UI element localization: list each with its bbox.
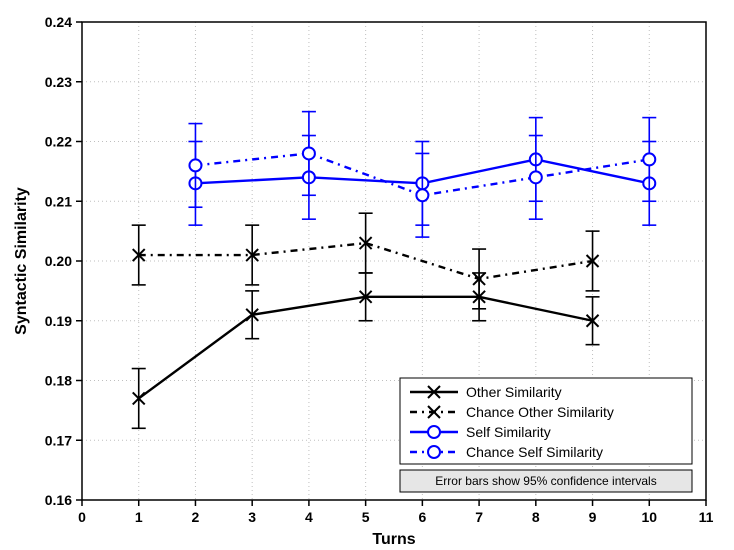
x-tick-label: 0 xyxy=(78,509,86,525)
y-axis-label: Syntactic Similarity xyxy=(13,187,30,335)
legend: Other Similarity Chance Other Similarity S… xyxy=(400,378,692,464)
y-tick-label: 0.18 xyxy=(45,373,72,389)
legend-label-other: Other Similarity xyxy=(466,384,562,400)
x-tick-label: 4 xyxy=(305,509,313,525)
x-tick-label: 3 xyxy=(248,509,256,525)
y-tick-label: 0.21 xyxy=(45,193,72,209)
x-axis-label: Turns xyxy=(372,531,415,548)
legend-label-chance_other: Chance Other Similarity xyxy=(466,404,614,420)
x-tick-label: 11 xyxy=(699,509,714,525)
y-tick-label: 0.19 xyxy=(45,313,72,329)
y-tick-label: 0.23 xyxy=(45,74,72,90)
note-box: Error bars show 95% confidence intervals xyxy=(400,470,692,492)
similarity-chart: 0 1 2 3 4 5 6 7 8 9 10 11 0.16 0.17 0.18 0.19 0.20 0.21 0.… xyxy=(0,0,734,550)
y-tick-label: 0.24 xyxy=(45,14,72,30)
x-tick-label: 8 xyxy=(532,509,540,525)
legend-label-self: Self Similarity xyxy=(466,424,551,440)
x-tick-label: 2 xyxy=(192,509,200,525)
note-text: Error bars show 95% confidence intervals xyxy=(435,474,656,488)
x-tick-label: 7 xyxy=(475,509,483,525)
x-tick-label: 6 xyxy=(418,509,426,525)
y-tick-label: 0.16 xyxy=(45,492,72,508)
y-tick-label: 0.20 xyxy=(45,253,72,269)
x-tick-label: 5 xyxy=(362,509,370,525)
x-tick-label: 10 xyxy=(641,509,657,525)
y-tick-label: 0.22 xyxy=(45,134,72,150)
legend-label-chance_self: Chance Self Similarity xyxy=(466,444,603,460)
x-tick-label: 1 xyxy=(135,509,143,525)
x-tick-label: 9 xyxy=(589,509,597,525)
y-tick-label: 0.17 xyxy=(45,432,72,448)
